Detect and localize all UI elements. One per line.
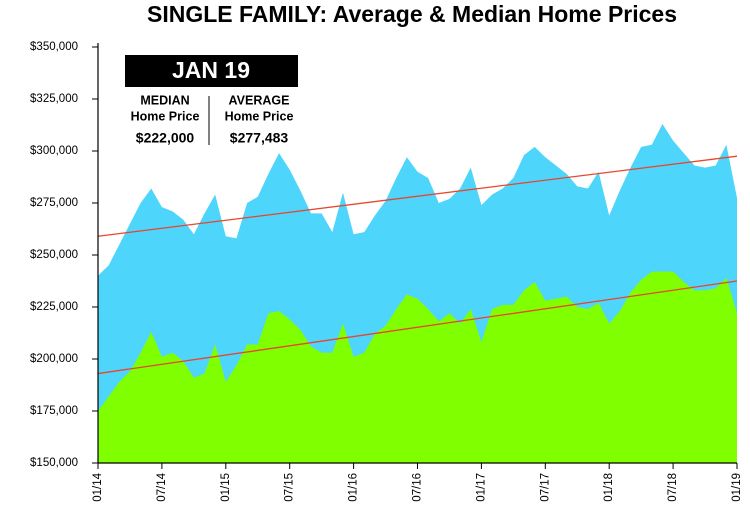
x-tick-label: 01/19 xyxy=(731,473,743,502)
average-sub: Home Price xyxy=(225,109,294,123)
y-tick-label: $275,000 xyxy=(30,197,78,209)
plot-area: $150,000 $175,000 $200,000 $225,000 $250,000… xyxy=(30,41,743,502)
y-tick-label: $300,000 xyxy=(30,145,78,157)
x-tick-label: 07/14 xyxy=(156,472,168,501)
y-tick-label: $150,000 xyxy=(30,457,78,469)
y-tick-label: $325,000 xyxy=(30,93,78,105)
x-tick-label: 07/18 xyxy=(667,473,679,502)
x-tick-label: 01/16 xyxy=(348,473,360,502)
annotation-box xyxy=(125,55,298,87)
median-value: $222,000 xyxy=(136,130,195,146)
x-tick-label: 01/17 xyxy=(475,473,487,502)
x-tick-label: 01/18 xyxy=(603,473,615,502)
annotation: JAN 19 MEDIAN Home Price $222,000 AVERAG… xyxy=(125,55,298,146)
x-tick-label: 01/14 xyxy=(92,472,104,501)
average-value: $277,483 xyxy=(230,130,289,146)
trend-line xyxy=(97,155,738,237)
x-tick-label: 07/17 xyxy=(539,473,551,502)
median-sub: Home Price xyxy=(131,109,200,123)
y-tick-label: $200,000 xyxy=(30,353,78,365)
chart-title: SINGLE FAMILY: Average & Median Home Pri… xyxy=(147,1,677,27)
x-tick-label: 01/15 xyxy=(220,473,232,502)
y-tick-label: $350,000 xyxy=(30,41,78,53)
x-tick-label: 07/16 xyxy=(412,473,424,502)
y-tick-label: $250,000 xyxy=(30,249,78,261)
average-label: AVERAGE xyxy=(229,93,290,107)
y-tick-label: $175,000 xyxy=(30,405,78,417)
median-label: MEDIAN xyxy=(140,93,189,107)
x-tick-label: 07/15 xyxy=(284,473,296,502)
y-tick-label: $225,000 xyxy=(30,301,78,313)
trend-line xyxy=(97,280,738,375)
area xyxy=(98,271,737,463)
annotation-title: JAN 19 xyxy=(172,57,250,83)
